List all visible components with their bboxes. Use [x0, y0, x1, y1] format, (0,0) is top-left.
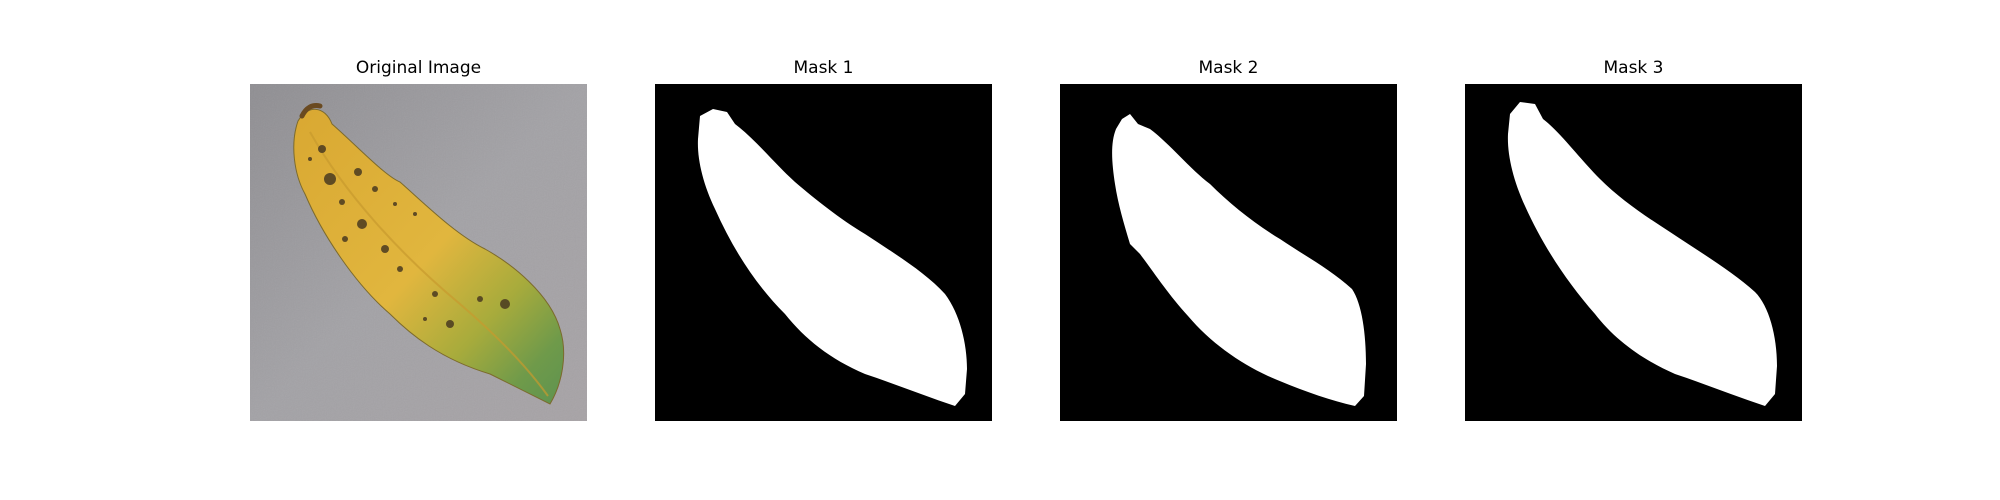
panel-title: Original Image [250, 56, 587, 80]
mask-2-image [1060, 84, 1397, 421]
original-image-panel: Original Image [250, 56, 587, 421]
panel-title: Mask 1 [655, 56, 992, 80]
mask-1-panel: Mask 1 [655, 56, 992, 421]
mask-3-panel: Mask 3 [1465, 56, 1802, 421]
leaf-photo [250, 84, 587, 421]
mask-3-image [1465, 84, 1802, 421]
panel-title: Mask 3 [1465, 56, 1802, 80]
mask-2-panel: Mask 2 [1060, 56, 1397, 421]
mask-1-image [655, 84, 992, 421]
panel-title: Mask 2 [1060, 56, 1397, 80]
